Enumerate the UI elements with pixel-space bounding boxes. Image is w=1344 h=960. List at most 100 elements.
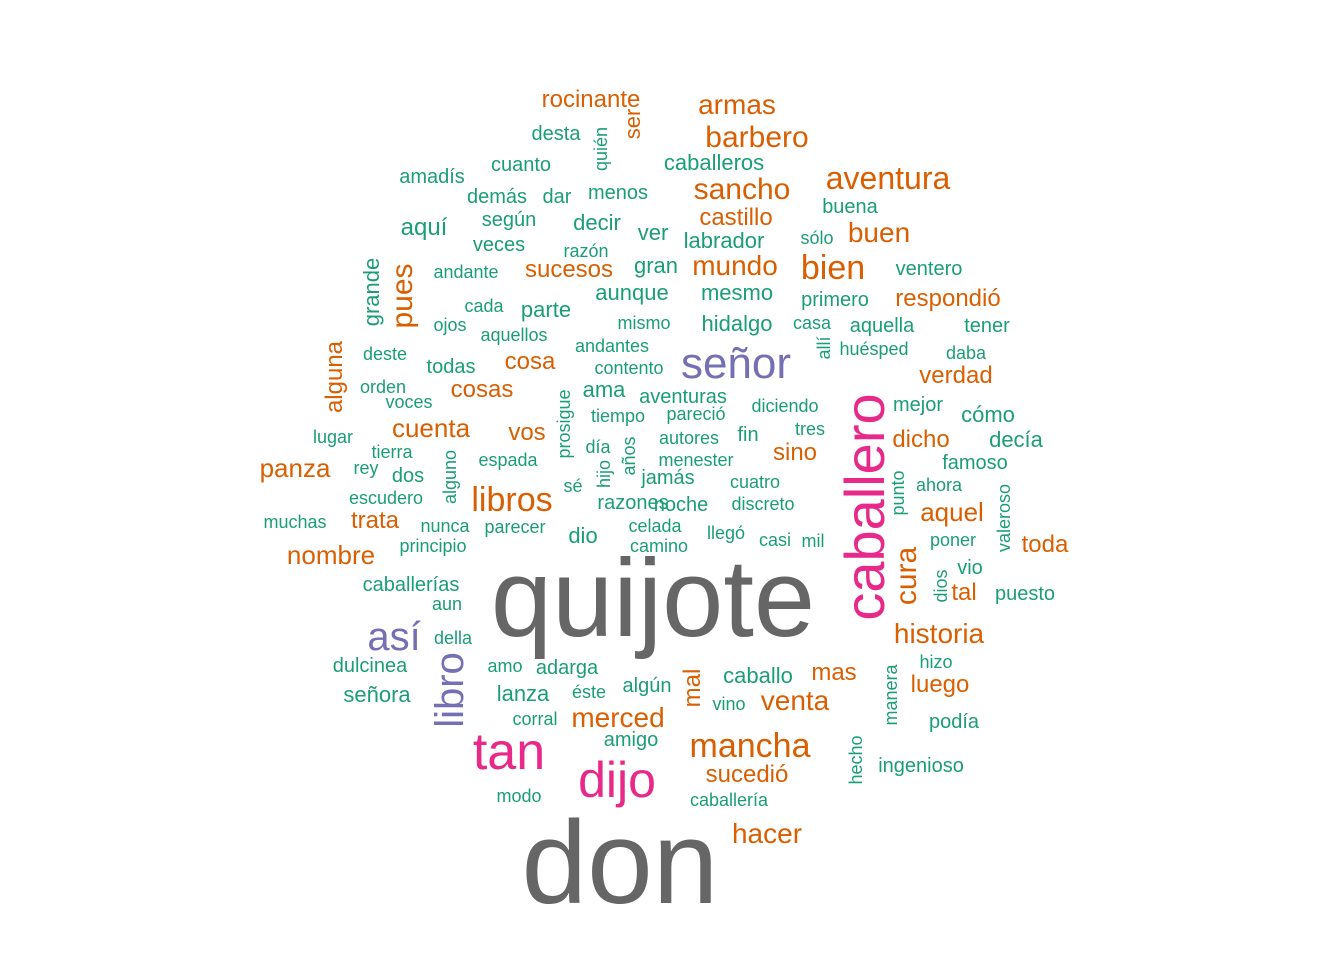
word: sino — [772, 439, 818, 466]
word: camino — [629, 536, 689, 556]
word: mil — [801, 531, 825, 551]
word: manera — [881, 664, 901, 726]
word: rocinante — [541, 86, 641, 113]
word: cuatro — [729, 472, 781, 492]
word: espada — [478, 450, 538, 470]
word: aventura — [825, 160, 951, 196]
word: caballo — [723, 663, 793, 688]
word: razones — [597, 492, 669, 514]
word: rey — [353, 458, 379, 478]
word: tres — [794, 419, 826, 439]
word: puesto — [994, 583, 1056, 605]
word: parte — [520, 297, 572, 322]
word: fin — [737, 424, 759, 446]
word: quijote — [490, 537, 816, 660]
word: sucesos — [524, 256, 614, 283]
word: hijo — [594, 459, 614, 489]
word: ojos — [433, 315, 467, 335]
word: modo — [496, 786, 542, 806]
word: menos — [587, 182, 649, 204]
word: discreto — [731, 494, 795, 514]
word: mundo — [692, 250, 778, 281]
word: caballero — [833, 393, 896, 621]
word: dar — [542, 186, 572, 208]
word: mancha — [689, 727, 811, 765]
word: decir — [573, 210, 621, 235]
word: vino — [712, 694, 746, 714]
word: menester — [658, 450, 734, 470]
word: daba — [945, 343, 987, 363]
word: hidalgo — [701, 311, 773, 336]
word: ver — [637, 220, 669, 245]
word: vio — [957, 557, 983, 579]
word: hacer — [731, 818, 803, 849]
word: escudero — [348, 488, 424, 508]
word: quién — [591, 126, 611, 172]
word: mismo — [617, 313, 671, 333]
word: poner — [929, 530, 977, 550]
word: según — [481, 209, 537, 231]
word: hizo — [919, 652, 953, 672]
word: sé — [563, 476, 583, 496]
word: muchas — [263, 512, 327, 532]
word: llegó — [706, 523, 746, 543]
word: autores — [658, 428, 720, 448]
word: aun — [431, 594, 463, 614]
word: diciendo — [751, 396, 819, 416]
word: caballería — [689, 790, 769, 810]
word: amigo — [603, 729, 659, 751]
word: noche — [653, 494, 709, 516]
word: pareció — [666, 404, 726, 424]
word: dicho — [892, 426, 950, 453]
word: aventuras — [639, 386, 727, 408]
word: famoso — [942, 452, 1008, 474]
word: voces — [385, 392, 433, 412]
word: primero — [801, 289, 869, 311]
word: castillo — [699, 204, 773, 231]
word: nombre — [286, 540, 376, 570]
word: verdad — [919, 362, 993, 389]
word: aquellos — [480, 325, 548, 345]
word: andante — [433, 262, 499, 282]
word: hecho — [846, 735, 866, 785]
word: aquella — [849, 315, 915, 337]
word: tan — [472, 723, 546, 781]
word: ser — [620, 108, 645, 140]
word: deste — [362, 344, 408, 364]
word: jamás — [641, 467, 695, 489]
word: alguno — [440, 449, 460, 505]
word: cosa — [504, 348, 556, 375]
word: merced — [571, 702, 665, 733]
word: dios — [931, 569, 951, 603]
word: tiempo — [590, 406, 646, 426]
word: caballerías — [362, 574, 460, 596]
word: así — [367, 615, 421, 659]
word: venta — [760, 685, 830, 716]
word: dulcinea — [332, 655, 408, 677]
word: valeroso — [994, 483, 1014, 553]
word: huésped — [839, 339, 909, 359]
word: ahora — [915, 475, 963, 495]
word: día — [585, 437, 611, 457]
word: caballeros — [663, 150, 765, 175]
word: sucedió — [705, 761, 789, 788]
word: dio — [568, 523, 598, 548]
word: libro — [428, 652, 472, 728]
word: panza — [259, 453, 331, 483]
word: gran — [633, 253, 679, 278]
word: andantes — [574, 336, 650, 356]
word: aquí — [400, 214, 448, 241]
word: tal — [951, 579, 977, 606]
word: cura — [890, 546, 923, 606]
word: mal — [679, 668, 706, 708]
word: cómo — [961, 402, 1015, 427]
word: mas — [811, 659, 857, 686]
word: amadís — [399, 166, 465, 188]
word: mejor — [892, 394, 944, 416]
word: desta — [531, 123, 581, 145]
word: historia — [893, 618, 985, 649]
word: prosigue — [554, 389, 574, 459]
word: parecer — [484, 517, 546, 537]
word: pues — [386, 263, 419, 329]
